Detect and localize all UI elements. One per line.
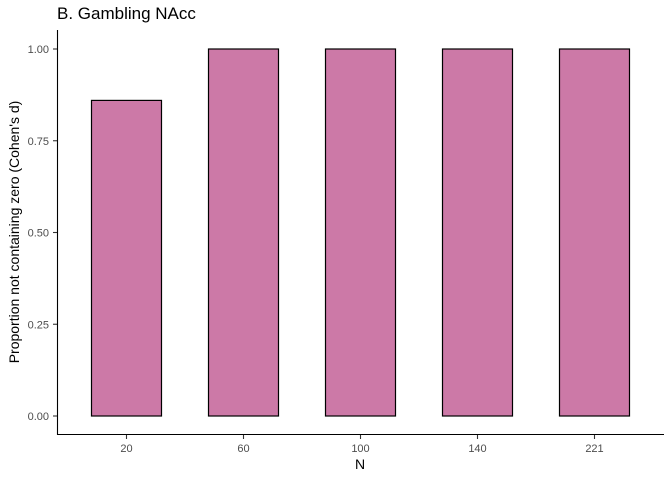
y-ticks-group: 0.00 0.25 0.50 0.75 1.00 [28,44,57,423]
x-tick-label-20: 20 [120,443,132,455]
y-tick-label-4: 1.00 [28,44,49,56]
y-tick-label-1: 0.25 [28,319,49,331]
y-axis-title: Proportion not containing zero (Cohen's … [6,101,22,364]
x-tick-label-221: 221 [585,443,603,455]
x-tick-label-100: 100 [351,443,369,455]
bar-221 [558,48,631,417]
x-axis-title: N [355,456,365,472]
x-tick-label-140: 140 [468,443,486,455]
bar-140 [441,48,514,417]
y-tick-label-2: 0.50 [28,228,49,240]
chart-title: B. Gambling NAcc [57,4,196,23]
y-tick-label-0: 0.00 [28,411,49,423]
bar-60 [207,48,280,417]
x-ticks-group: 20 60 100 140 221 [120,435,604,455]
bars-group [90,48,631,417]
bar-20 [90,99,163,417]
x-tick-label-60: 60 [237,443,249,455]
y-tick-label-3: 0.75 [28,136,49,148]
bar-100 [324,48,397,417]
